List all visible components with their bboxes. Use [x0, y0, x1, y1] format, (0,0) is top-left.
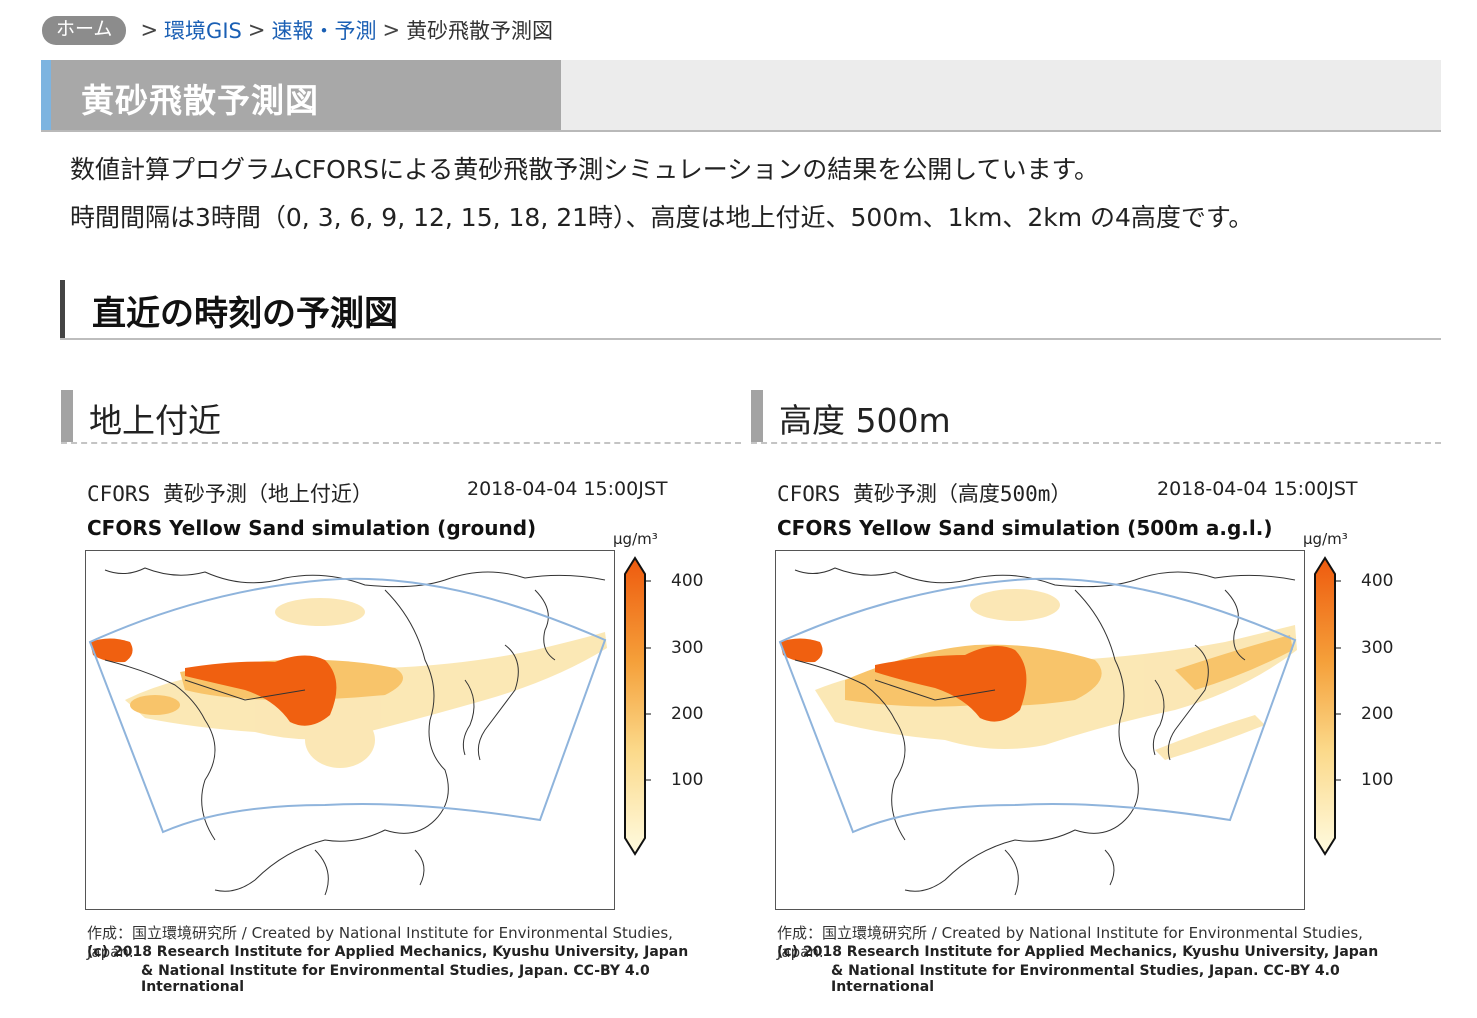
breadcrumb-separator: > [140, 18, 159, 42]
subheading-500m-text: 高度 500m [779, 401, 951, 440]
breadcrumb: ホーム > 環境GIS > 速報・予測 > 黄砂飛散予測図 [42, 14, 553, 46]
subheading-bar [61, 390, 73, 442]
dust-plume-high [90, 638, 337, 726]
credit-line-2: (c) 2018 Research Institute for Applied … [87, 944, 689, 960]
section-heading-bar [60, 280, 65, 338]
subheading-ground: 地上付近 [61, 390, 741, 444]
map-title-jp: CFORS 黄砂予測（地上付近） [87, 482, 373, 506]
colorbar-tick: 400 [1361, 571, 1394, 591]
breadcrumb-link-forecast[interactable]: 速報・予測 [271, 19, 377, 43]
dust-plume-high [780, 638, 1027, 722]
title-highlight: 黄砂飛散予測図 [51, 60, 561, 130]
forecast-map-ground[interactable]: CFORS 黄砂予測（地上付近） 2018-04-04 15:00JST CFO… [61, 470, 704, 995]
breadcrumb-separator: > [247, 18, 266, 42]
colorbar-tick: 300 [1361, 638, 1394, 658]
forecast-map-500m[interactable]: CFORS 黄砂予測（高度500m） 2018-04-04 15:00JST C… [751, 470, 1394, 995]
colorbar-tick: 300 [671, 638, 704, 658]
colorbar-tick: 100 [1361, 770, 1394, 790]
breadcrumb-link-gis[interactable]: 環境GIS [164, 19, 242, 43]
map-timestamp: 2018-04-04 15:00JST [1157, 478, 1358, 500]
colorbar-tick: 100 [671, 770, 704, 790]
credit-line-3: & National Institute for Environmental S… [141, 963, 650, 995]
description-line-1: 数値計算プログラムCFORSによる黄砂飛散予測シミュレーションの結果を公開してい… [70, 155, 1100, 184]
credit-line-3: & National Institute for Environmental S… [831, 963, 1340, 995]
page-title: 黄砂飛散予測図 [81, 81, 319, 120]
map-timestamp: 2018-04-04 15:00JST [467, 478, 668, 500]
map-title-en: CFORS Yellow Sand simulation (ground) [87, 516, 537, 540]
colorbar [624, 556, 651, 856]
section-heading: 直近の時刻の予測図 [60, 280, 1441, 340]
subheading-500m: 高度 500m [751, 390, 1441, 444]
breadcrumb-current: 黄砂飛散予測図 [406, 19, 554, 43]
colorbar-unit: μg/m³ [1303, 530, 1348, 548]
dust-map [85, 550, 615, 910]
credit-line-1: 作成：国立環境研究所 / Created by National Institu… [87, 924, 673, 961]
colorbar-unit: μg/m³ [613, 530, 658, 548]
subheading-bar [751, 390, 763, 442]
subheading-ground-text: 地上付近 [89, 401, 221, 440]
colorbar-tick: 200 [1361, 704, 1394, 724]
colorbar-tick: 400 [671, 571, 704, 591]
title-accent [41, 60, 51, 130]
breadcrumb-home-link[interactable]: ホーム [42, 15, 127, 45]
map-title-jp: CFORS 黄砂予測（高度500m） [777, 482, 1072, 506]
description-line-2: 時間間隔は3時間（0, 3, 6, 9, 12, 15, 18, 21時）、高度… [70, 203, 1254, 232]
page-title-bar: 黄砂飛散予測図 [41, 60, 1441, 132]
dust-map [775, 550, 1305, 910]
credit-line-2: (c) 2018 Research Institute for Applied … [777, 944, 1379, 960]
section-title: 直近の時刻の予測図 [92, 294, 398, 334]
colorbar-tick: 200 [671, 704, 704, 724]
breadcrumb-separator: > [382, 18, 401, 42]
map-title-en: CFORS Yellow Sand simulation (500m a.g.l… [777, 516, 1273, 540]
colorbar [1314, 556, 1341, 856]
credit-line-1: 作成：国立環境研究所 / Created by National Institu… [777, 924, 1363, 961]
